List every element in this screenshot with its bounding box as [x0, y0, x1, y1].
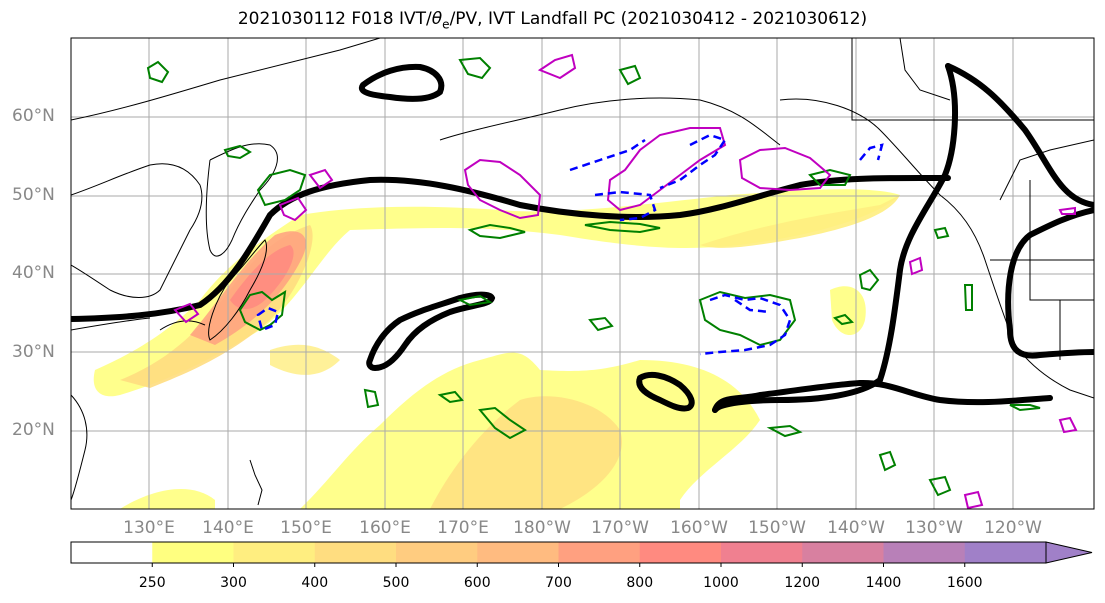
- lon-label: 140°E: [202, 518, 254, 538]
- lon-label: 180°W: [513, 518, 571, 538]
- lon-label: 160°E: [359, 518, 411, 538]
- lon-label: 140°W: [827, 518, 885, 538]
- colorbar-tick-label: 400: [301, 575, 329, 591]
- colorbar: [70, 541, 1093, 567]
- colorbar-segment: [233, 542, 316, 563]
- pv-negative-contours: [256, 133, 884, 356]
- lon-label: 120°W: [984, 518, 1042, 538]
- colorbar-tick-label: 1600: [946, 575, 983, 591]
- graticule: [71, 38, 1094, 509]
- lon-label: 130°W: [905, 518, 963, 538]
- colorbar-segment: [639, 542, 722, 563]
- colorbar-segment: [558, 542, 641, 563]
- lon-label: 170°E: [437, 518, 489, 538]
- colorbar-tick-label: 250: [138, 575, 166, 591]
- lon-label: 150°E: [280, 518, 332, 538]
- pv-positive-contours: [173, 53, 1078, 509]
- colorbar-segment: [396, 542, 478, 563]
- theta-e-contours: [146, 56, 1041, 497]
- colorbar-tick-label: 500: [382, 575, 410, 591]
- lon-label: 170°W: [591, 518, 649, 538]
- lat-label: 40°N: [12, 263, 55, 283]
- lat-label: 30°N: [12, 342, 55, 362]
- lon-label: 150°W: [748, 518, 806, 538]
- colorbar-tick-label: 700: [545, 575, 572, 591]
- lat-label: 50°N: [12, 185, 55, 205]
- colorbar-tick-label: 300: [220, 575, 247, 591]
- colorbar-segment: [964, 542, 1047, 563]
- colorbar-tick-label: 1200: [784, 575, 821, 591]
- lon-label: 130°E: [123, 518, 175, 538]
- colorbar-segment: [721, 542, 803, 563]
- coastlines: [71, 38, 1094, 506]
- lat-label: 60°N: [12, 106, 55, 126]
- lon-label: 160°W: [670, 518, 728, 538]
- colorbar-tick-label: 600: [463, 575, 491, 591]
- colorbar-extend-arrow: [1045, 541, 1093, 564]
- colorbar-tick-label: 1000: [703, 575, 739, 591]
- colorbar-segment: [314, 542, 397, 563]
- colorbar-segment: [71, 542, 153, 563]
- colorbar-segment: [477, 542, 559, 563]
- lat-label: 20°N: [12, 420, 55, 440]
- map-frame: [70, 37, 1095, 510]
- colorbar-segment: [802, 542, 884, 563]
- colorbar-segment: [152, 542, 234, 563]
- colorbar-tick-label: 800: [626, 575, 654, 591]
- colorbar-segment: [883, 542, 966, 563]
- map-title: 2021030112 F018 IVT/θe/PV, IVT Landfall …: [237, 9, 868, 32]
- colorbar-tick-label: 1400: [865, 575, 902, 591]
